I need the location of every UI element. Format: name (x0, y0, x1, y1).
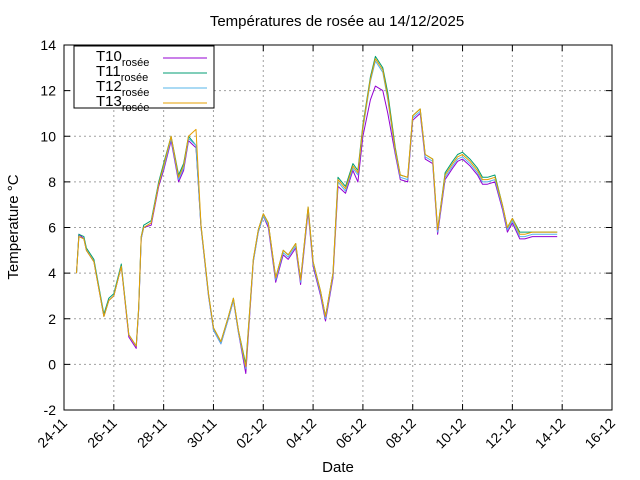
y-tick-label: 0 (48, 356, 56, 372)
series-line-t13 (76, 58, 558, 368)
series-group (76, 55, 558, 374)
plot-frame (63, 44, 613, 411)
y-tick-label: 8 (48, 174, 56, 190)
y-tick-label: 4 (48, 265, 56, 281)
legend-box (73, 45, 215, 109)
y-axis-label: Temperature °C (5, 174, 22, 279)
y-tick-label: 2 (48, 311, 56, 327)
y-tick-label: -2 (44, 402, 57, 418)
y-tick-label: 12 (40, 83, 56, 99)
y-tick-label: 14 (40, 37, 56, 53)
x-axis-label: Date (322, 459, 354, 476)
chart-title: Températures de rosée au 14/12/2025 (210, 13, 464, 30)
y-tick-label: 6 (48, 220, 56, 236)
y-tick-label: 10 (40, 128, 56, 144)
